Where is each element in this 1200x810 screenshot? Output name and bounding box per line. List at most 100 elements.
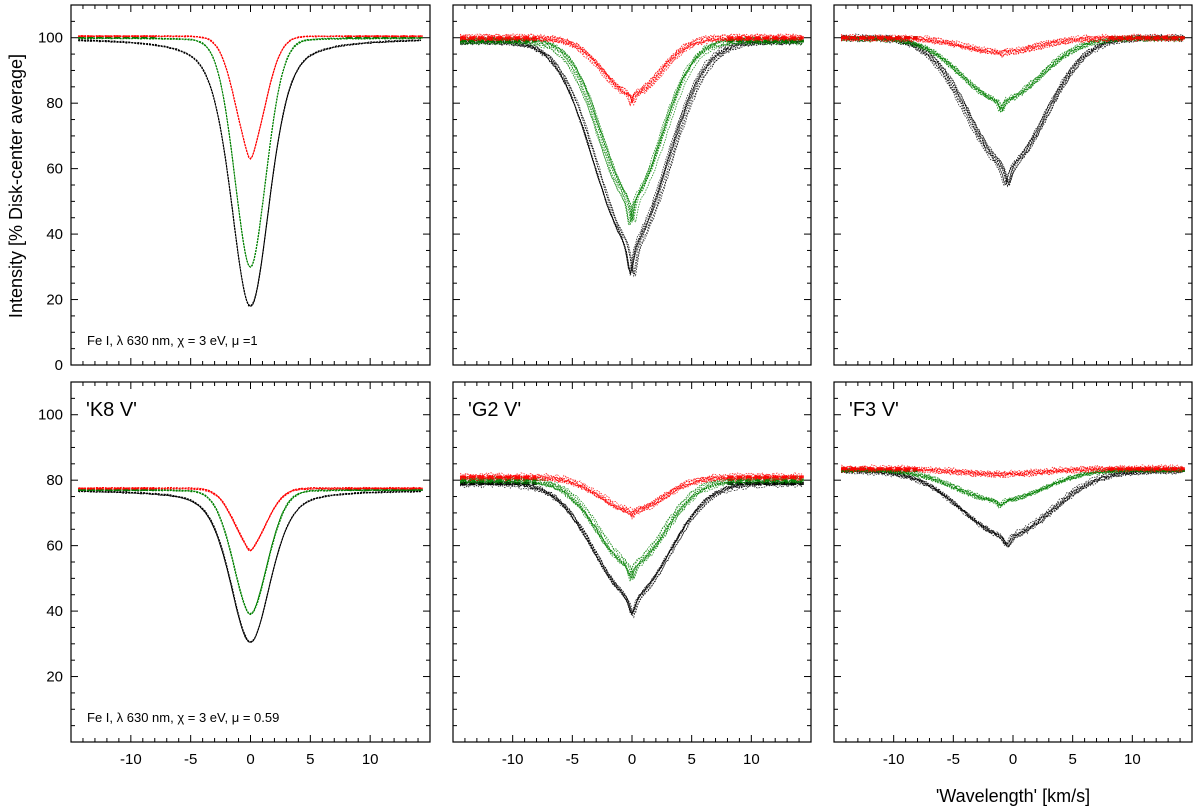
series-line-black: [460, 40, 803, 276]
series-line-black: [459, 481, 803, 614]
series-line-green: [460, 41, 803, 227]
x-axis-title: 'Wavelength' [km/s]: [936, 786, 1090, 806]
x-tick-label: -10: [502, 751, 524, 768]
x-tick-label: -5: [566, 751, 579, 768]
series-line-black: [840, 34, 1184, 184]
series-line-red: [841, 35, 1184, 55]
series-line-green: [460, 40, 803, 224]
plot-area: [459, 33, 804, 278]
plot-area: [78, 486, 423, 644]
series-line-red: [840, 33, 1184, 52]
series-line-green: [841, 35, 1184, 111]
y-tick-label: 60: [46, 538, 63, 555]
panel-frame: [833, 381, 1193, 743]
series-line-black: [841, 33, 1184, 183]
series-line-black: [841, 470, 1184, 547]
y-tick-label: 80: [46, 95, 63, 112]
series-line-red: [459, 33, 803, 102]
panel-frame: [70, 381, 431, 743]
x-tick-label: 5: [306, 751, 314, 768]
series-line-red: [841, 464, 1184, 476]
series-line-red: [460, 473, 803, 514]
x-tick-label: -10: [883, 751, 905, 768]
series-line-black: [78, 490, 422, 643]
y-tick-label: 60: [46, 161, 63, 178]
series-line-green: [460, 38, 803, 222]
x-tick-label: 0: [246, 751, 254, 768]
series-line-green: [460, 40, 803, 226]
x-tick-label: 5: [687, 751, 695, 768]
panel-frame: [452, 381, 812, 743]
series-line-red: [840, 467, 1184, 477]
y-tick-label: 100: [38, 407, 63, 424]
chart-panel-top-middle: [452, 4, 812, 366]
panel-frame: [452, 4, 812, 366]
x-tick-label: 10: [743, 751, 760, 768]
plot-area: [840, 464, 1185, 549]
series-line-red: [78, 35, 422, 160]
spectral-type-label: 'F3 V': [849, 399, 899, 421]
series-line-green: [460, 479, 803, 579]
series-line-green: [78, 36, 422, 268]
series-red: [78, 34, 423, 160]
series-line-black: [459, 39, 803, 275]
series-line-green: [841, 38, 1184, 112]
chart-panel-top-left: 0 20 40 60 80 100 Fe I, λ 630 nm, χ = 3 eV, μ …: [38, 4, 431, 374]
series-line-black: [460, 38, 803, 275]
series-line-red: [841, 464, 1184, 475]
y-tick-label: 80: [46, 472, 63, 489]
y-tick-label: 20: [46, 292, 63, 309]
series-line-red: [459, 37, 803, 103]
series-line-green: [78, 489, 422, 615]
chart-panel-top-right: [833, 4, 1193, 366]
series-line-green: [78, 488, 422, 614]
series-line-black: [459, 483, 803, 619]
series-line-green: [459, 475, 803, 577]
series-black: [459, 36, 804, 278]
series-line-green: [460, 475, 803, 578]
series-line-black: [841, 38, 1184, 187]
series-line-black: [840, 469, 1184, 548]
y-tick-label: 40: [46, 603, 63, 620]
series-line-green: [459, 37, 803, 221]
x-tick-label: 0: [628, 751, 636, 768]
series-line-black: [840, 467, 1184, 545]
series-green: [459, 475, 804, 583]
series-line-black: [460, 479, 803, 613]
line-annotation: Fe I, λ 630 nm, χ = 3 eV, μ = 0.59: [87, 710, 279, 725]
x-tick-label: -5: [184, 751, 197, 768]
panel-frame: [833, 4, 1193, 366]
series-green: [78, 488, 423, 616]
series-line-black: [460, 480, 803, 616]
series-line-black: [459, 39, 803, 275]
series-line-green: [459, 479, 803, 580]
series-black: [78, 489, 423, 644]
plot-area: [840, 33, 1185, 188]
plot-area: [78, 34, 423, 307]
series-line-red: [78, 34, 422, 160]
series-line-black: [460, 480, 803, 616]
series-line-green: [459, 36, 803, 221]
series-line-black: [459, 482, 803, 615]
y-tick-label: 20: [46, 669, 63, 686]
series-line-red: [78, 35, 422, 160]
series-line-black: [841, 468, 1184, 546]
series-line-black: [841, 35, 1184, 186]
line-annotation: Fe I, λ 630 nm, χ = 3 eV, μ =1: [87, 333, 258, 348]
series-line-black: [460, 480, 803, 613]
series-red: [840, 33, 1185, 59]
series-red: [459, 471, 804, 520]
x-tick-label: 10: [1124, 751, 1141, 768]
series-line-green: [840, 37, 1184, 113]
series-line-green: [459, 477, 803, 581]
series-line-red: [460, 477, 803, 517]
series-line-black: [841, 36, 1184, 188]
series-line-green: [841, 468, 1184, 507]
y-tick-label: 40: [46, 226, 63, 243]
series-green: [78, 36, 423, 268]
series-red: [840, 464, 1185, 479]
series-line-red: [459, 474, 803, 520]
series-line-red: [460, 37, 803, 108]
series-line-black: [78, 489, 422, 643]
series-line-black: [841, 34, 1184, 184]
